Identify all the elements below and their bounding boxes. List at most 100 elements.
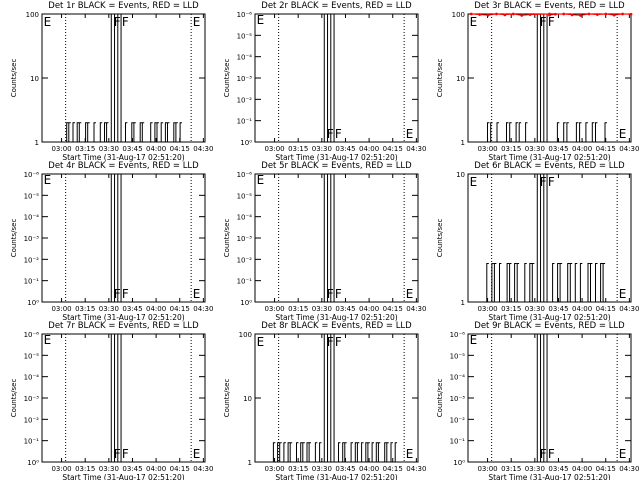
y-tick-label: 10⁻¹ [450, 438, 466, 446]
panel-title: Det 7r BLACK = Events, RED = LLD [48, 321, 199, 331]
panel-title: Det 2r BLACK = Events, RED = LLD [261, 1, 412, 11]
y-tick-label: 10⁰ [240, 139, 252, 147]
detector-panel: Det 7r BLACK = Events, RED = LLD Counts/s… [10, 321, 213, 480]
x-tick-label: 04:15 [383, 465, 403, 473]
x-tick-label: 03:15 [288, 145, 308, 153]
x-tick-label: 03:00 [264, 305, 284, 313]
y-tick-label: 10⁰ [240, 299, 252, 307]
marker-label: E [406, 127, 414, 141]
y-tick-label: 10⁻² [237, 96, 253, 104]
x-tick-label: 04:30 [406, 465, 426, 473]
x-tick-label: 04:30 [619, 465, 639, 473]
x-tick-label: 03:30 [99, 145, 119, 153]
plot-frame [254, 173, 419, 303]
y-axis-label: Counts/sec [223, 59, 231, 98]
y-tick-label: 10⁻¹ [237, 278, 253, 286]
marker-label: F [540, 15, 547, 29]
y-tick-label: 10⁻² [24, 256, 40, 264]
marker-label: F [327, 287, 334, 301]
marker-label: F [540, 447, 547, 461]
marker-label: F [114, 287, 121, 301]
marker-label: E [619, 287, 627, 301]
x-tick-label: 03:15 [501, 305, 521, 313]
events-series [271, 442, 398, 463]
y-tick-label: 10⁰ [453, 459, 465, 467]
x-tick-label: 04:00 [572, 145, 592, 153]
panel-title: Det 3r BLACK = Events, RED = LLD [474, 1, 625, 11]
x-tick-label: 04:00 [359, 145, 379, 153]
plot-frame [467, 333, 632, 463]
detector-panel: Det 9r BLACK = Events, RED = LLD Counts/s… [436, 321, 639, 480]
marker-label: E [406, 287, 414, 301]
marker-label: F [122, 447, 129, 461]
x-tick-label: 04:15 [596, 465, 616, 473]
y-tick-label: 10 [30, 75, 39, 83]
x-tick-label: 04:30 [193, 145, 213, 153]
x-tick-label: 04:15 [596, 305, 616, 313]
y-tick-label: 10⁻⁵ [24, 192, 40, 200]
y-tick-label: 10⁻⁵ [237, 192, 253, 200]
x-tick-label: 03:45 [335, 145, 355, 153]
detector-panel: Det 2r BLACK = Events, RED = LLD Counts/s… [223, 1, 426, 162]
marker-label: E [619, 447, 627, 461]
x-tick-label: 03:15 [288, 465, 308, 473]
x-tick-label: 04:15 [596, 145, 616, 153]
x-tick-label: 04:00 [146, 465, 166, 473]
marker-label: F [327, 335, 334, 349]
marker-label: E [470, 175, 478, 189]
y-tick-label: 10⁻² [237, 256, 253, 264]
y-tick-label: 10⁻³ [450, 395, 466, 403]
plot-frame [41, 333, 206, 463]
y-tick-label: 100 [26, 11, 39, 19]
marker-label: E [193, 15, 201, 29]
marker-label: F [335, 335, 342, 349]
marker-label: F [335, 127, 342, 141]
x-tick-label: 03:15 [75, 145, 95, 153]
y-axis-label: Counts/sec [10, 59, 18, 98]
x-tick-label: 03:45 [548, 145, 568, 153]
y-tick-label: 10⁻⁴ [450, 374, 466, 382]
x-tick-label: 03:30 [525, 305, 545, 313]
marker-label: F [335, 287, 342, 301]
x-axis-label: Start Time (31-Aug-17 02:51:20) [62, 473, 184, 480]
x-tick-label: 04:00 [359, 305, 379, 313]
marker-label: F [540, 175, 547, 189]
x-tick-label: 03:15 [501, 465, 521, 473]
detector-panel: Det 4r BLACK = Events, RED = LLD Counts/s… [10, 161, 213, 322]
marker-label: F [114, 447, 121, 461]
x-tick-label: 04:30 [406, 305, 426, 313]
panel-title: Det 5r BLACK = Events, RED = LLD [261, 161, 412, 171]
y-axis-label: Counts/sec [223, 219, 231, 258]
x-tick-label: 04:30 [619, 305, 639, 313]
marker-label: E [470, 15, 478, 29]
x-axis-label: Start Time (31-Aug-17 02:51:20) [275, 313, 397, 322]
y-tick-label: 10⁻⁶ [24, 171, 40, 179]
x-tick-label: 03:30 [312, 145, 332, 153]
events-series [58, 122, 185, 143]
y-axis-label: Counts/sec [436, 379, 444, 418]
y-tick-label: 100 [239, 331, 252, 339]
x-tick-label: 03:30 [525, 465, 545, 473]
x-tick-label: 03:00 [477, 465, 497, 473]
x-tick-label: 03:15 [501, 145, 521, 153]
x-tick-label: 03:45 [122, 145, 142, 153]
lld-series [471, 13, 632, 16]
y-tick-label: 10⁻³ [24, 395, 40, 403]
y-tick-label: 10⁻⁶ [450, 331, 466, 339]
y-axis-label: Counts/sec [436, 219, 444, 258]
y-tick-label: 10⁻⁶ [237, 11, 253, 19]
y-tick-label: 10⁻¹ [24, 278, 40, 286]
marker-label: F [548, 447, 555, 461]
marker-label: F [548, 15, 555, 29]
x-axis-label: Start Time (31-Aug-17 02:51:20) [488, 153, 610, 162]
x-tick-label: 04:00 [572, 305, 592, 313]
x-tick-label: 04:30 [619, 145, 639, 153]
x-tick-label: 03:30 [99, 305, 119, 313]
panel-title: Det 9r BLACK = Events, RED = LLD [474, 321, 625, 331]
marker-label: E [193, 287, 201, 301]
x-tick-label: 03:45 [122, 305, 142, 313]
y-tick-label: 10⁻⁶ [24, 331, 40, 339]
marker-label: F [548, 175, 555, 189]
y-tick-label: 1 [461, 299, 465, 307]
detector-panel: Det 8r BLACK = Events, RED = LLD Counts/s… [223, 321, 426, 480]
